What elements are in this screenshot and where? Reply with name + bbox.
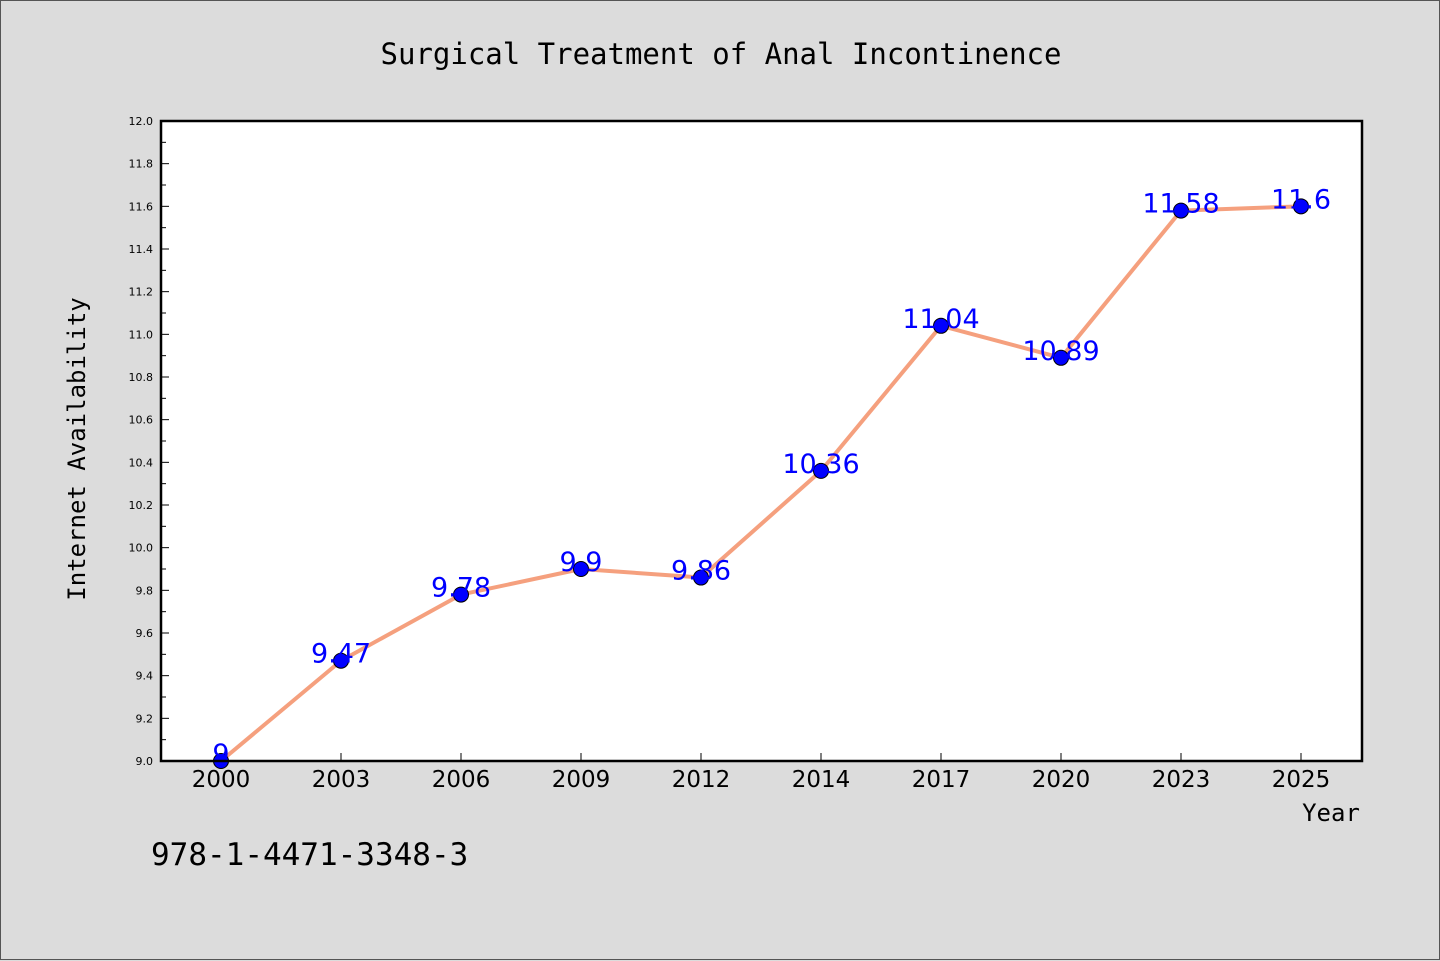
x-tick-label: 2003 xyxy=(312,767,371,793)
x-tick-label: 2017 xyxy=(912,767,971,793)
chart-title: Surgical Treatment of Anal Incontinence xyxy=(381,37,1062,71)
x-tick-label: 2025 xyxy=(1272,767,1331,793)
y-tick-label: 11.0 xyxy=(129,328,154,341)
series-layer: 9 9.47 9.78 9.9 9.86 10.36 11.04 10.89 11.58 11.6 xyxy=(212,184,1331,770)
x-axis-ticks: 2000 2003 2006 2009 2012 2014 2017 2020 2023 2025 xyxy=(192,753,1331,793)
y-tick-label: 10.0 xyxy=(129,542,154,555)
data-point xyxy=(333,652,349,669)
x-tick-label: 2020 xyxy=(1032,767,1091,793)
series-line xyxy=(219,204,1302,763)
y-tick-label: 11.8 xyxy=(129,158,154,171)
data-label: 11.6 xyxy=(1271,184,1331,215)
y-tick-label: 10.6 xyxy=(129,414,154,427)
data-point xyxy=(933,317,949,334)
x-tick-label: 2000 xyxy=(192,767,251,793)
data-label: 11.04 xyxy=(902,304,979,335)
data-label: 10.89 xyxy=(1022,336,1099,367)
y-tick-label: 10.2 xyxy=(129,499,154,512)
data-point xyxy=(453,586,469,603)
data-label: 9.86 xyxy=(671,556,731,587)
data-label: 9 xyxy=(212,739,229,770)
x-tick-label: 2023 xyxy=(1152,767,1211,793)
x-tick-label: 2009 xyxy=(552,767,611,793)
y-tick-label: 9.8 xyxy=(136,584,154,597)
y-axis-label: Internet Availability xyxy=(63,297,91,600)
data-point xyxy=(1293,198,1309,215)
y-tick-label: 11.2 xyxy=(129,286,154,299)
y-tick-label: 11.4 xyxy=(129,243,154,256)
y-tick-label: 10.4 xyxy=(129,456,154,469)
plot-frame xyxy=(159,119,1364,763)
y-tick-label: 10.8 xyxy=(129,371,154,384)
x-tick-label: 2006 xyxy=(432,767,491,793)
data-point xyxy=(813,462,829,479)
y-tick-label: 11.6 xyxy=(129,200,154,213)
y-tick-label: 12.0 xyxy=(129,115,154,128)
data-label: 9.47 xyxy=(311,639,371,670)
data-point xyxy=(573,561,589,577)
x-tick-label: 2014 xyxy=(792,767,851,793)
y-tick-label: 9.6 xyxy=(136,627,154,640)
data-point xyxy=(693,569,709,586)
data-label: 10.36 xyxy=(782,449,859,480)
data-point xyxy=(1173,202,1189,219)
footnote-isbn: 978-1-4471-3348-3 xyxy=(151,837,468,873)
x-axis-label: Year xyxy=(1302,799,1360,827)
y-tick-label: 9.4 xyxy=(136,670,154,683)
y-tick-label: 9.2 xyxy=(136,712,154,725)
data-label: 9.9 xyxy=(560,547,603,578)
y-tick-label: 9.0 xyxy=(136,755,154,768)
data-label: 11.58 xyxy=(1142,189,1219,220)
data-label: 9.78 xyxy=(431,573,491,604)
plot-area xyxy=(161,121,1362,761)
data-point xyxy=(1053,349,1069,366)
x-tick-label: 2012 xyxy=(672,767,731,793)
y-axis-ticks: 9.0 9.2 9.4 9.6 9.8 10.0 10.2 10.4 10.6 10.8 11.0 1… xyxy=(129,115,169,768)
